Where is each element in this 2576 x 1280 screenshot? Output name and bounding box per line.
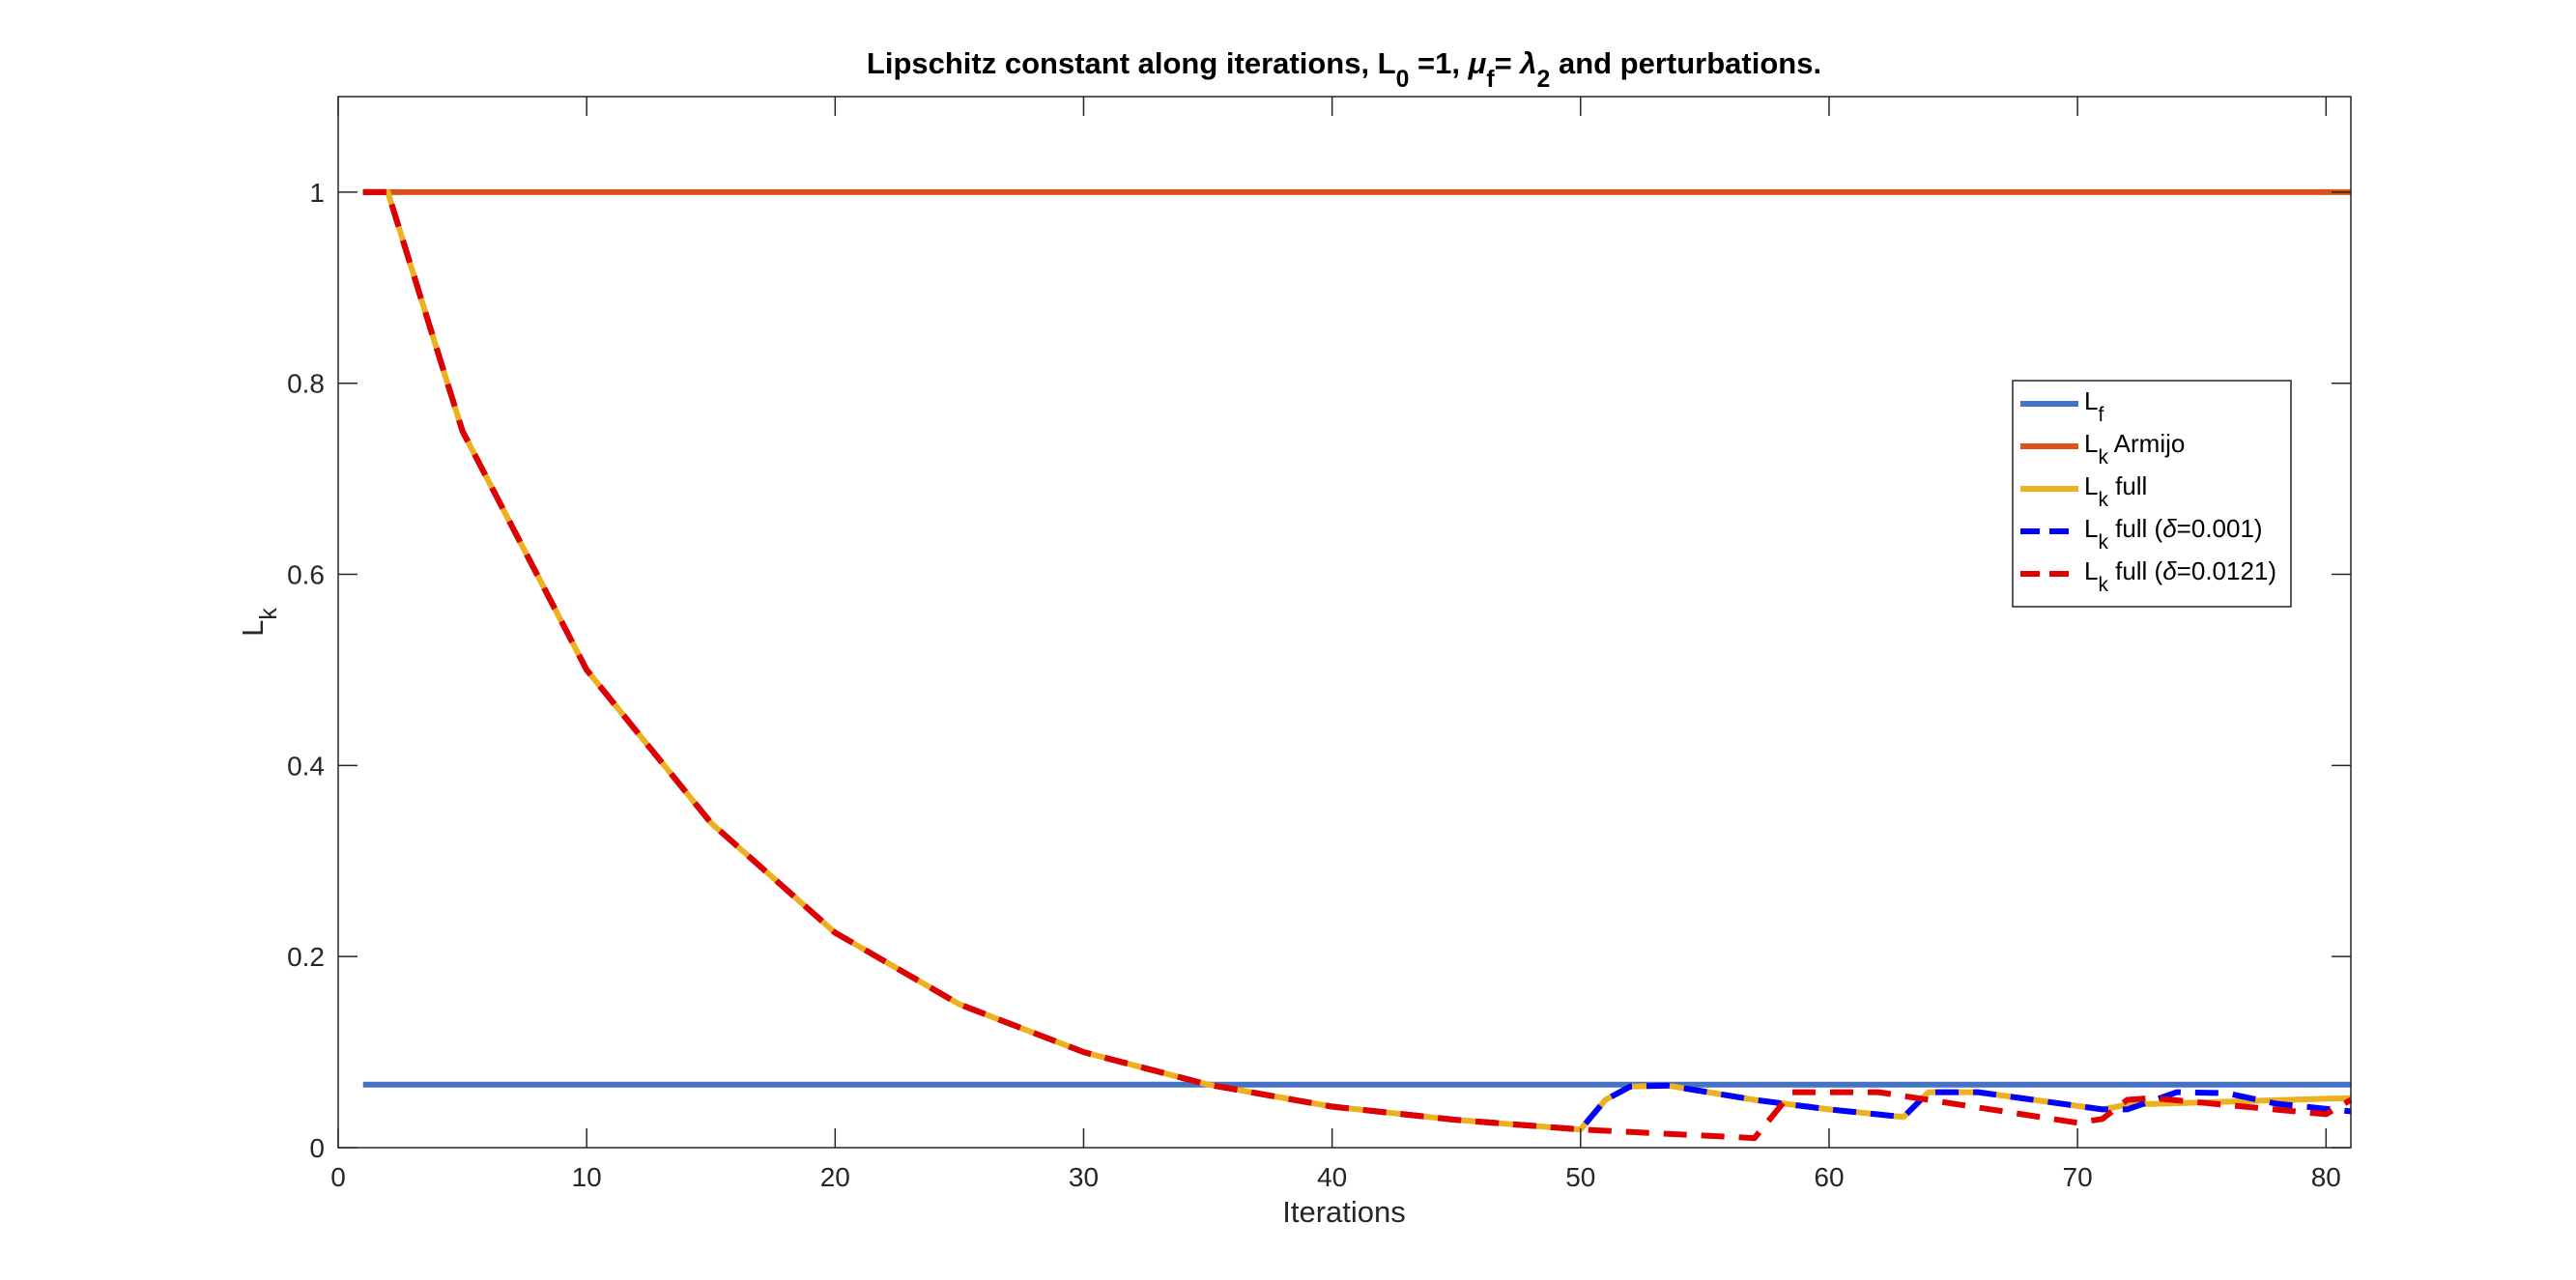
x-tick-label: 0 [330, 1162, 346, 1192]
x-tick-label: 80 [2311, 1162, 2341, 1192]
x-tick-label: 50 [1565, 1162, 1595, 1192]
series-line-5 [362, 188, 2353, 1142]
x-tick-label: 20 [820, 1162, 850, 1192]
chart-title: Lipschitz constant along iterations, L0 … [867, 46, 1821, 93]
y-tick-label: 1 [309, 178, 325, 208]
axes-layer: 0 10 20 30 40 50 60 70 80 0 0.2 0.4 0.6 0.8 1 [287, 96, 2352, 1192]
y-tick-label: 0.4 [287, 751, 325, 781]
legend-label: Lk full (δ=0.0121) [2084, 556, 2276, 596]
axes-box [337, 96, 2352, 1149]
x-tick-label: 40 [1317, 1162, 1347, 1192]
y-axis-label: Lk [236, 608, 282, 637]
x-axis-label: Iterations [1282, 1195, 1406, 1229]
legend-box [2012, 380, 2292, 608]
y-tick-label: 0.8 [287, 369, 325, 399]
x-tick-label: 30 [1069, 1162, 1099, 1192]
legend-label: Lk full (δ=0.001) [2084, 514, 2263, 554]
x-tick-label: 60 [1814, 1162, 1844, 1192]
legend-label: Lf [2084, 386, 2104, 426]
plot-background [338, 97, 2351, 1148]
x-tick-label: 70 [2063, 1162, 2093, 1192]
y-tick-label: 0.2 [287, 942, 325, 972]
legend-label: Lk Armijo [2084, 429, 2185, 469]
legend-label: Lk full [2084, 471, 2147, 511]
y-tick-label: 0.6 [287, 560, 325, 590]
y-tick-label: 0 [309, 1133, 325, 1163]
x-tick-label: 10 [572, 1162, 602, 1192]
